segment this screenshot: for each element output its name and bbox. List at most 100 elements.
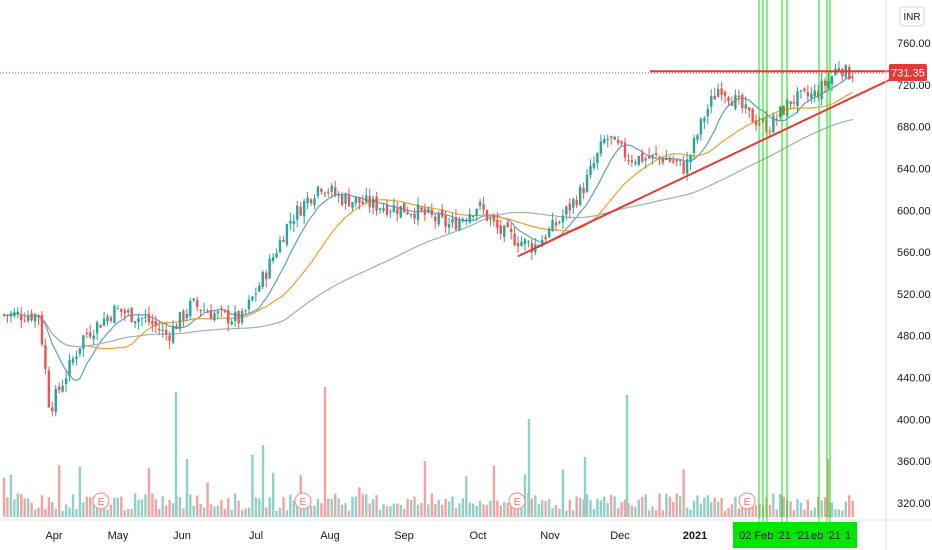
candle-body [347, 194, 351, 207]
earnings-marker[interactable] [738, 492, 756, 510]
volume-bar [361, 494, 364, 517]
volume-bar [220, 500, 223, 517]
candle-body [368, 196, 371, 208]
volume-bar [610, 494, 613, 517]
y-tick-label: 600.00 [897, 205, 931, 217]
candle-body [361, 201, 364, 204]
earnings-marker-label: E [300, 497, 307, 508]
volume-bar [661, 510, 665, 517]
candle-body [447, 224, 451, 228]
x-tick-label: 2021 [683, 530, 707, 542]
candle-body [603, 138, 606, 144]
volume-bar [775, 509, 778, 517]
volume-bar [720, 497, 723, 517]
volume-bar [489, 500, 492, 517]
candle-body [478, 201, 482, 207]
volume-spike [185, 459, 189, 517]
candle-body [782, 105, 785, 115]
candle-body [675, 159, 678, 162]
volume-bar [258, 498, 261, 517]
candle-body [830, 76, 834, 85]
candle-body [71, 358, 75, 363]
candle-body [672, 160, 675, 163]
candle-body [509, 228, 513, 232]
volume-bar [792, 510, 796, 517]
volume-bar [634, 506, 637, 517]
volume-spike [261, 445, 265, 517]
candle-body [9, 313, 13, 317]
candle-body [109, 317, 113, 321]
candle-body [89, 332, 92, 337]
volume-bar [723, 510, 727, 517]
currency-button[interactable]: INR [899, 6, 925, 27]
volume-bar [99, 502, 102, 517]
candle-body [327, 191, 330, 193]
candle-body [654, 153, 658, 155]
candle-body [661, 158, 665, 163]
candle-body [779, 106, 782, 118]
candle-body [271, 257, 275, 261]
candle-body [827, 80, 830, 89]
candle-body [737, 95, 741, 98]
candle-body [285, 224, 289, 245]
volume-bar [23, 498, 26, 517]
volume-bar [358, 487, 361, 517]
candle-body [33, 314, 37, 322]
volume-bar [779, 493, 782, 517]
volume-bar [89, 497, 92, 517]
volume-bar [127, 508, 130, 517]
candle-body [641, 153, 644, 162]
volume-bar [623, 499, 627, 517]
candle-body [278, 239, 282, 253]
highlight-label-band [733, 522, 857, 548]
candle-body [23, 320, 26, 322]
candle-body [651, 154, 654, 158]
volume-spike [527, 419, 531, 517]
candle-body [51, 407, 54, 412]
candle-body [227, 310, 230, 324]
currency-button-bg[interactable] [899, 6, 925, 27]
volume-bar [37, 507, 40, 517]
volume-bar [230, 509, 233, 517]
volume-bar [699, 503, 703, 517]
candle-body [127, 310, 130, 313]
volume-bar [841, 510, 844, 517]
earnings-marker-label: E [744, 497, 751, 508]
earnings-marker[interactable] [294, 492, 312, 510]
volume-bar [199, 504, 202, 517]
earnings-marker[interactable] [508, 492, 526, 510]
candle-body [568, 203, 571, 211]
candle-body [561, 215, 565, 223]
volume-bar [658, 493, 661, 517]
volume-bar [561, 469, 565, 517]
candle-body [85, 333, 88, 335]
volume-bar [465, 476, 468, 517]
candle-body [358, 196, 361, 203]
volume-bar [575, 496, 578, 517]
candle-body [209, 311, 213, 319]
volume-bar [26, 498, 30, 517]
volume-bar [347, 510, 351, 517]
volume-bar [492, 465, 496, 517]
candle-body [513, 233, 516, 245]
volume-bar [116, 498, 120, 517]
volume-bar [534, 495, 537, 517]
volume-bar [592, 509, 596, 517]
candle-body [13, 312, 16, 316]
volume-bar [316, 498, 320, 517]
candle-body [496, 219, 499, 228]
candle-body [309, 199, 313, 204]
candle-body [237, 311, 240, 324]
candle-body [444, 215, 447, 227]
candlesticks [2, 60, 854, 417]
candle-body [2, 314, 6, 316]
earnings-marker[interactable] [92, 492, 110, 510]
candle-body [182, 311, 185, 321]
candle-body [430, 209, 433, 215]
candle-body [565, 206, 568, 215]
candle-body [147, 313, 151, 323]
volume-bar [668, 496, 672, 517]
candle-body [530, 242, 534, 253]
volume-bar [130, 508, 133, 517]
